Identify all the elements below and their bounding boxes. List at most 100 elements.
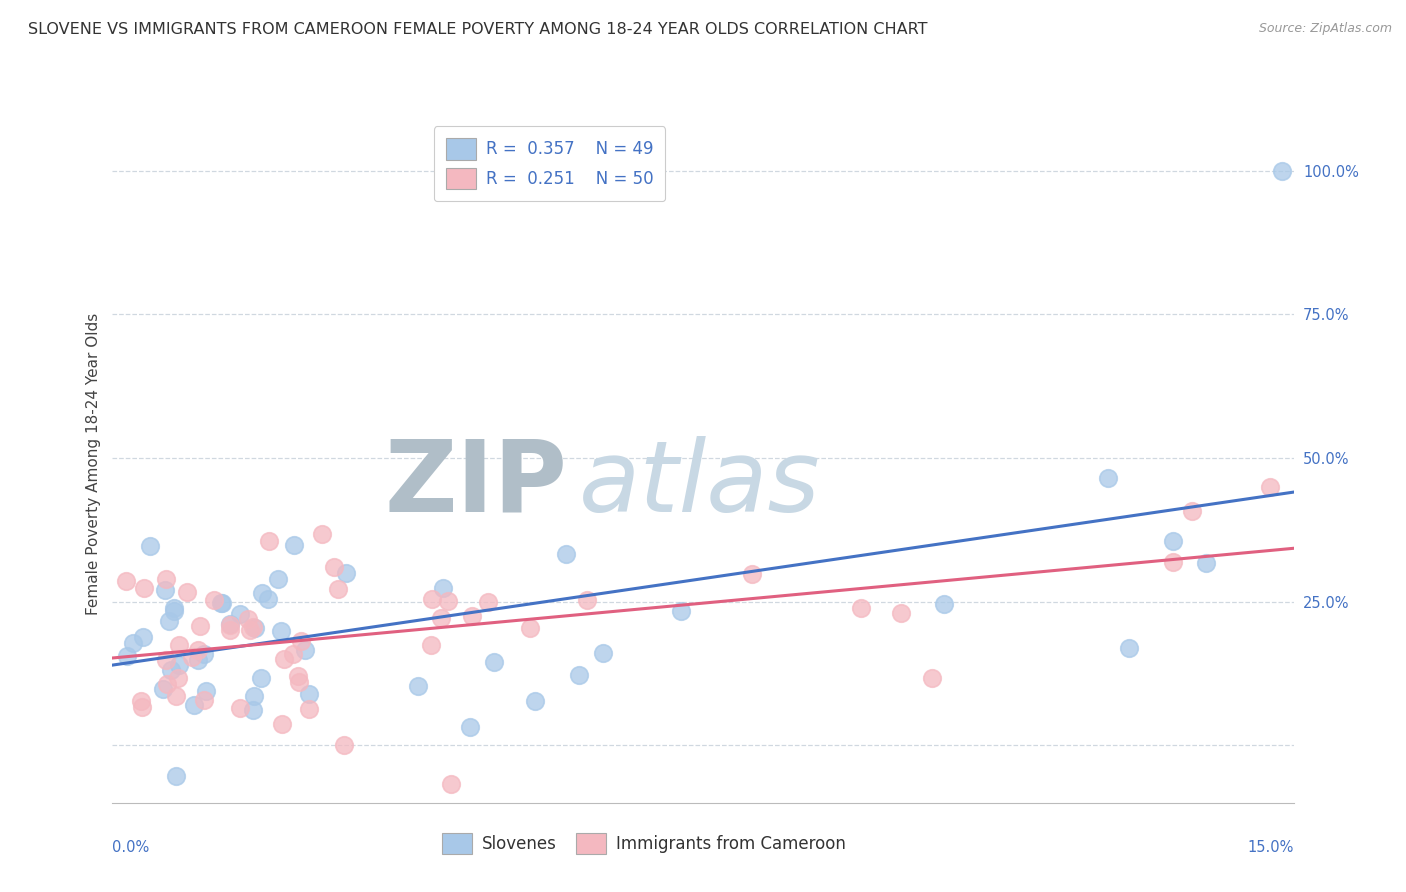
Point: [290, 634, 312, 648]
Point: [461, 608, 484, 623]
Point: [183, 698, 205, 712]
Point: [228, 700, 250, 714]
Point: [419, 638, 441, 652]
Point: [287, 669, 309, 683]
Point: [519, 620, 541, 634]
Point: [239, 623, 262, 637]
Point: [131, 700, 153, 714]
Point: [1271, 164, 1294, 178]
Point: [243, 690, 266, 704]
Point: [1161, 555, 1184, 569]
Point: [669, 604, 692, 618]
Point: [245, 621, 267, 635]
Point: [249, 671, 271, 685]
Point: [741, 566, 763, 581]
Point: [458, 720, 481, 734]
Point: [153, 582, 176, 597]
Point: [298, 687, 321, 701]
Point: [328, 582, 350, 596]
Point: [283, 647, 305, 661]
Point: [273, 652, 295, 666]
Text: 15.0%: 15.0%: [1247, 840, 1294, 855]
Point: [477, 594, 499, 608]
Point: [921, 671, 943, 685]
Point: [849, 600, 872, 615]
Point: [188, 619, 211, 633]
Point: [259, 534, 281, 549]
Point: [211, 596, 233, 610]
Point: [238, 612, 260, 626]
Point: [169, 639, 191, 653]
Point: [575, 593, 598, 607]
Point: [157, 614, 180, 628]
Point: [1118, 641, 1140, 656]
Point: [482, 656, 505, 670]
Point: [155, 653, 177, 667]
Point: [420, 592, 443, 607]
Point: [162, 604, 184, 618]
Point: [219, 624, 242, 638]
Point: [165, 769, 187, 783]
Point: [524, 694, 547, 708]
Text: 0.0%: 0.0%: [112, 840, 149, 855]
Point: [242, 620, 264, 634]
Text: Source: ZipAtlas.com: Source: ZipAtlas.com: [1258, 22, 1392, 36]
Text: atlas: atlas: [579, 435, 821, 533]
Point: [219, 618, 242, 632]
Point: [180, 650, 202, 665]
Point: [1163, 533, 1185, 548]
Point: [219, 617, 242, 632]
Point: [152, 681, 174, 696]
Point: [335, 566, 357, 580]
Point: [1258, 480, 1281, 494]
Point: [176, 585, 198, 599]
Point: [169, 658, 191, 673]
Text: ZIP: ZIP: [384, 435, 567, 533]
Point: [555, 547, 578, 561]
Point: [311, 527, 333, 541]
Point: [288, 674, 311, 689]
Text: SLOVENE VS IMMIGRANTS FROM CAMEROON FEMALE POVERTY AMONG 18-24 YEAR OLDS CORRELA: SLOVENE VS IMMIGRANTS FROM CAMEROON FEMA…: [28, 22, 928, 37]
Legend: Slovenes, Immigrants from Cameroon: Slovenes, Immigrants from Cameroon: [433, 824, 855, 863]
Point: [187, 653, 209, 667]
Y-axis label: Female Poverty Among 18-24 Year Olds: Female Poverty Among 18-24 Year Olds: [86, 313, 101, 615]
Point: [134, 581, 156, 595]
Point: [155, 572, 177, 586]
Point: [187, 643, 209, 657]
Point: [156, 677, 179, 691]
Point: [270, 717, 292, 731]
Point: [159, 663, 181, 677]
Point: [117, 649, 139, 664]
Point: [193, 647, 215, 661]
Point: [1097, 471, 1119, 485]
Point: [406, 679, 429, 693]
Point: [250, 585, 273, 599]
Point: [932, 597, 955, 611]
Point: [294, 643, 316, 657]
Point: [167, 671, 190, 685]
Point: [122, 636, 145, 650]
Point: [333, 738, 356, 752]
Point: [163, 600, 186, 615]
Point: [257, 591, 280, 606]
Point: [242, 703, 264, 717]
Point: [194, 684, 217, 698]
Point: [283, 538, 305, 552]
Point: [890, 606, 912, 620]
Point: [209, 596, 232, 610]
Point: [430, 611, 453, 625]
Point: [202, 593, 225, 607]
Point: [267, 572, 290, 586]
Point: [437, 593, 460, 607]
Point: [131, 694, 153, 708]
Point: [440, 777, 463, 791]
Point: [1195, 557, 1218, 571]
Point: [165, 689, 187, 703]
Point: [193, 692, 215, 706]
Point: [568, 668, 591, 682]
Point: [132, 630, 155, 644]
Point: [270, 624, 292, 639]
Point: [139, 540, 162, 554]
Point: [1181, 504, 1204, 518]
Point: [323, 560, 346, 574]
